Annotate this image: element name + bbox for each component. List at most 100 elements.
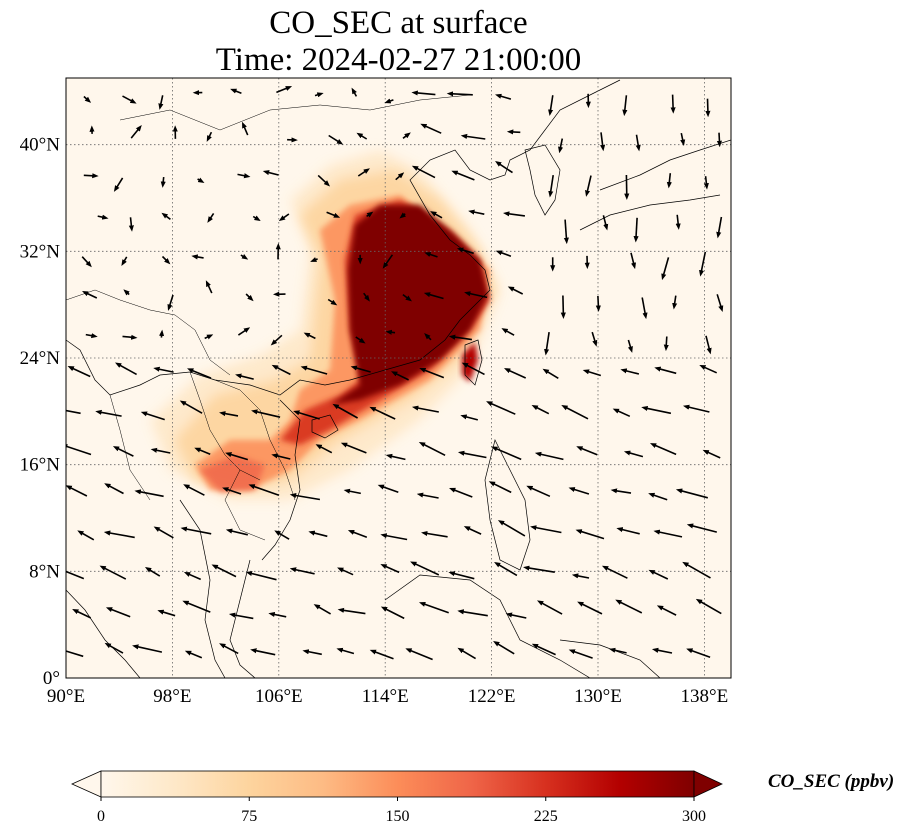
wind-arrow xyxy=(402,293,412,302)
wind-arrow xyxy=(641,297,648,320)
wind-arrow xyxy=(463,526,482,535)
wind-arrow xyxy=(121,256,128,266)
wind-arrow xyxy=(303,332,316,340)
wind-arrow xyxy=(405,648,433,661)
wind-arrow xyxy=(602,215,609,231)
colorbar-tick-label: 0 xyxy=(97,808,105,825)
wind-arrow xyxy=(391,371,409,381)
wind-arrow xyxy=(355,336,366,344)
wind-arrow xyxy=(666,173,672,189)
wind-arrow xyxy=(534,451,564,461)
wind-arrow xyxy=(219,643,239,655)
wind-arrow xyxy=(661,257,670,281)
wind-arrow xyxy=(350,365,371,373)
wind-arrow xyxy=(505,612,527,619)
wind-arrow xyxy=(648,569,669,580)
wind-arrow xyxy=(682,404,710,413)
wind-arrow xyxy=(153,366,174,373)
wind-arrow xyxy=(503,211,526,217)
wind-arrow xyxy=(317,174,331,187)
wind-arrow xyxy=(411,90,436,96)
wind-arrow xyxy=(548,174,554,198)
wind-arrow xyxy=(531,643,556,656)
wind-arrow xyxy=(270,334,283,346)
wind-arrow xyxy=(675,488,709,499)
lon-tick-label: 114°E xyxy=(362,686,409,707)
wind-arrow xyxy=(548,95,554,116)
wind-arrow xyxy=(686,648,711,659)
wind-arrow xyxy=(488,481,512,494)
wind-arrow xyxy=(103,530,135,539)
wind-arrow xyxy=(180,526,212,535)
wind-arrow xyxy=(410,561,440,576)
wind-arrow xyxy=(616,527,640,535)
longitude-tick-labels: 90°E 98°E 106°E 114°E 122°E 130°E 138°E xyxy=(47,686,728,707)
coastlines xyxy=(66,79,731,678)
wind-arrow xyxy=(314,92,324,98)
wind-arrow xyxy=(461,362,485,376)
wind-arrow xyxy=(204,334,214,340)
lat-tick-label: 40°N xyxy=(20,135,61,156)
wind-arrow xyxy=(293,410,320,420)
lat-tick-label: 0° xyxy=(43,668,60,689)
colorbar-tick-label: 300 xyxy=(682,808,706,825)
colorbar-tick-label: 75 xyxy=(241,808,257,825)
wind-arrow xyxy=(343,488,361,495)
wind-arrow xyxy=(506,129,521,135)
wind-arrow xyxy=(716,294,724,313)
wind-arrow xyxy=(544,331,550,356)
wind-arrow xyxy=(242,121,249,136)
wind-arrow xyxy=(612,408,631,418)
wind-arrow xyxy=(568,649,593,659)
wind-arrow xyxy=(380,564,400,574)
wind-arrow xyxy=(194,447,211,455)
wind-arrow xyxy=(237,327,251,336)
wind-arrow xyxy=(228,612,254,620)
colorbar-gradient xyxy=(100,770,695,798)
wind-arrow xyxy=(128,217,134,232)
wind-arrow xyxy=(237,173,251,179)
wind-arrow xyxy=(705,335,712,355)
wind-arrow xyxy=(699,364,718,374)
plot-frame xyxy=(65,77,732,679)
latitude-tick-labels: 0° 8°N 16°N 24°N 32°N 40°N xyxy=(20,135,61,689)
wind-arrow xyxy=(157,609,176,617)
wind-arrow xyxy=(159,329,165,338)
wind-arrow xyxy=(456,247,474,255)
wind-arrow xyxy=(328,134,344,145)
wind-arrow xyxy=(560,295,566,319)
wind-arrow xyxy=(369,406,396,420)
wind-arrow xyxy=(464,291,488,299)
wind-arrow xyxy=(651,647,673,654)
wind-arrow xyxy=(385,453,406,461)
colorbar: 0 75 150 225 300 xyxy=(71,770,723,825)
wind-arrow xyxy=(402,132,411,139)
wind-arrow xyxy=(122,334,138,340)
wind-arrow xyxy=(411,165,436,179)
wind-arrow xyxy=(130,125,142,139)
wind-arrow xyxy=(140,411,165,421)
wind-arrow xyxy=(187,368,212,379)
wind-arrow xyxy=(623,450,644,458)
wind-arrow xyxy=(497,520,526,537)
wind-arrow xyxy=(620,368,640,375)
wind-arrow xyxy=(672,295,678,310)
wind-arrow xyxy=(72,609,92,619)
wind-arrow xyxy=(197,177,205,184)
wind-arrow xyxy=(536,600,563,615)
wind-arrow xyxy=(635,134,641,152)
wind-arrow xyxy=(695,598,722,615)
lon-tick-label: 122°E xyxy=(468,686,516,707)
wind-arrow xyxy=(219,411,239,417)
wind-arrow xyxy=(424,252,438,258)
wind-arrow xyxy=(457,450,487,459)
wind-arrow xyxy=(250,648,276,656)
wind-arrow xyxy=(251,409,281,418)
colorbar-tick-label: 150 xyxy=(386,808,410,825)
wind-arrow xyxy=(430,211,443,219)
wind-arrow xyxy=(160,177,166,188)
wind-arrow xyxy=(421,530,448,538)
wind-arrow xyxy=(66,485,88,497)
wind-arrow xyxy=(222,487,242,495)
